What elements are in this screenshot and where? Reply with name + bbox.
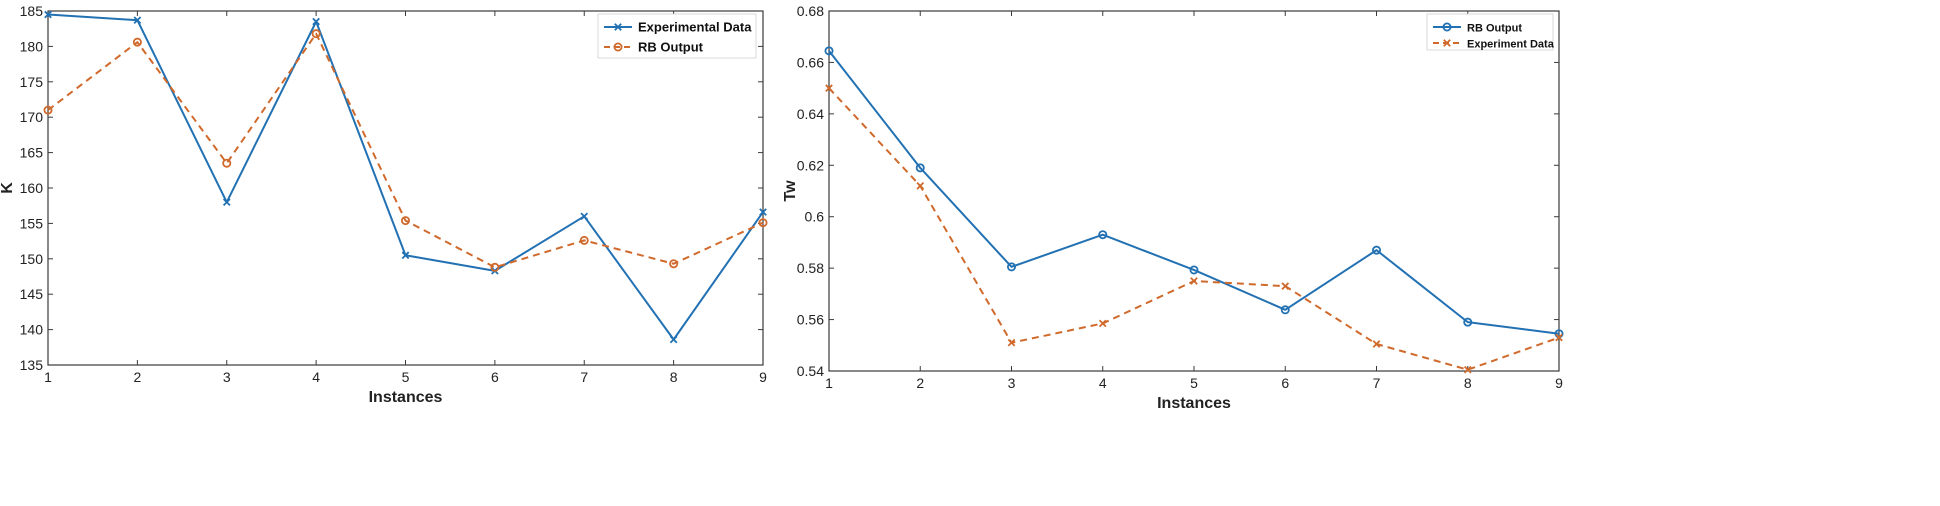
x-tick-label: 5 (1190, 375, 1198, 391)
y-tick-label: 0.54 (797, 363, 824, 379)
data-point (1280, 305, 1290, 315)
legend-marker (1443, 39, 1451, 47)
legend-label: Experiment Data (1467, 39, 1555, 51)
legend: Experimental Data RB Output (597, 13, 757, 59)
series-line-1 (828, 87, 1560, 371)
data-point (1555, 333, 1563, 342)
legend-label: RB Output (1467, 23, 1522, 35)
data-point (1007, 338, 1016, 347)
y-tick-label: 185 (20, 3, 44, 19)
y-tick-label: 0.64 (797, 106, 824, 122)
x-axis-label: Instances (1157, 395, 1231, 412)
y-tick-label: 160 (20, 180, 44, 196)
y-tick-label: 0.66 (797, 54, 824, 70)
data-point (759, 208, 767, 216)
series-line-1 (47, 32, 764, 269)
data-point (1463, 365, 1472, 374)
data-point (1189, 265, 1199, 275)
y-tick-label: 155 (20, 215, 44, 231)
series-line-0 (47, 13, 764, 341)
x-tick-label: 1 (44, 369, 52, 385)
data-point (400, 216, 410, 226)
y-tick-label: 175 (20, 74, 44, 90)
x-tick-label: 3 (1008, 375, 1016, 391)
data-point (311, 29, 321, 39)
x-tick-label: 2 (133, 369, 141, 385)
data-point (1372, 245, 1382, 255)
data-point (916, 182, 925, 190)
data-point (669, 259, 679, 269)
y-tick-label: 165 (20, 145, 44, 161)
legend-label: RB Output (638, 40, 704, 55)
x-tick-label: 2 (916, 375, 924, 391)
data-point (490, 262, 500, 272)
legend-label: Experimental Data (638, 20, 752, 35)
series-line-0 (828, 50, 1560, 335)
x-tick-label: 8 (1464, 375, 1472, 391)
y-tick-label: 150 (20, 251, 44, 267)
data-point (1098, 319, 1107, 328)
x-tick-label: 1 (825, 375, 833, 391)
legend-box (1426, 13, 1554, 51)
data-point (312, 17, 320, 26)
legend-marker (613, 42, 623, 52)
x-axis-label: Instances (369, 389, 443, 406)
data-point (1281, 282, 1290, 290)
data-point (580, 212, 589, 221)
x-tick-label: 8 (670, 369, 678, 385)
data-point (669, 335, 678, 344)
legend-marker (1442, 22, 1452, 32)
data-point (915, 163, 925, 173)
y-tick-label: 140 (20, 322, 44, 338)
x-tick-label: 5 (402, 369, 410, 385)
legend: RB Output Experiment Data (1426, 13, 1555, 51)
x-tick-label: 7 (580, 369, 588, 385)
y-tick-label: 0.6 (805, 209, 825, 225)
data-point (825, 84, 833, 92)
data-point (133, 16, 142, 25)
data-point (1463, 317, 1473, 327)
k-chart: 135 140 145 150 155 160 165 170 175 180 185 1 2 3 4 5 6 7… (0, 3, 768, 406)
data-point (44, 10, 52, 19)
x-tick-label: 9 (1555, 375, 1563, 391)
data-point (579, 235, 589, 245)
x-tick-label: 3 (223, 369, 231, 385)
data-point (1098, 230, 1108, 240)
x-tick-label: 6 (1281, 375, 1289, 391)
x-tick-label: 7 (1373, 375, 1381, 391)
plot-area-frame (47, 10, 764, 366)
x-tick-label: 4 (1099, 375, 1107, 391)
plot-area-frame (828, 10, 1560, 372)
x-tick-label: 9 (759, 369, 767, 385)
y-tick-label: 0.56 (797, 312, 824, 328)
x-tick-label: 4 (312, 369, 320, 385)
data-point (1007, 262, 1017, 272)
y-tick-label: 145 (20, 286, 44, 302)
x-tick-label: 6 (491, 369, 499, 385)
y-tick-label: 180 (20, 38, 44, 54)
data-point (1372, 340, 1381, 348)
y-tick-label: 0.68 (797, 3, 824, 19)
y-tick-label: 170 (20, 109, 44, 125)
y-tick-label: 135 (20, 357, 44, 373)
tw-chart: 0.54 0.56 0.58 0.6 0.62 0.64 0.66 0.68 1 2 3 4 5 6 7 8 9… (782, 3, 1564, 412)
data-point (1190, 277, 1198, 285)
legend-marker (614, 23, 622, 31)
data-point (824, 46, 834, 56)
y-axis-label: K (0, 182, 16, 194)
data-point (222, 198, 231, 206)
legend-box (597, 13, 757, 59)
data-point (401, 251, 410, 260)
y-axis-label: Tw (782, 180, 799, 202)
data-point (43, 105, 53, 115)
data-point (222, 158, 232, 168)
data-point (132, 37, 142, 47)
y-tick-label: 0.58 (797, 260, 824, 276)
data-point (758, 218, 768, 228)
y-tick-label: 0.62 (797, 157, 824, 173)
